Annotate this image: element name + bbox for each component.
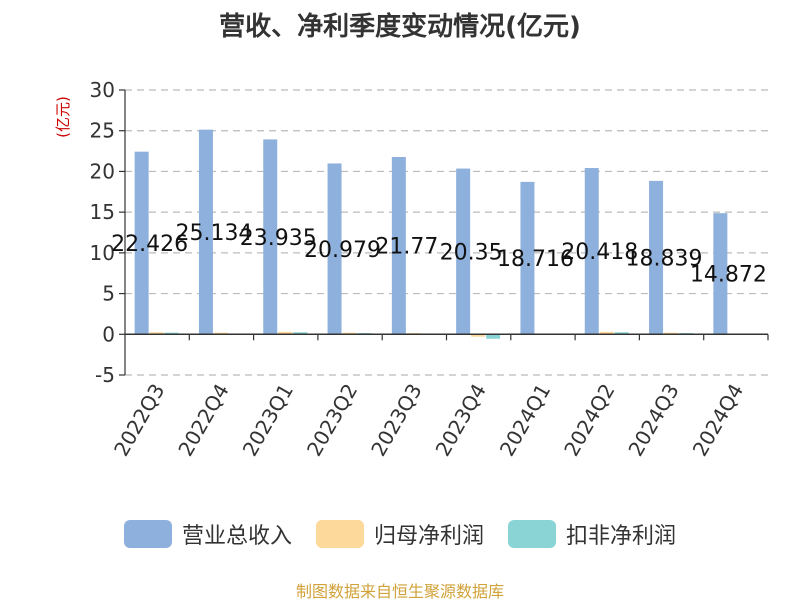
y-axis-title: (亿元) (54, 96, 72, 138)
bar-1-2024Q2 (599, 331, 614, 335)
legend-item-net-profit[interactable]: 归母净利润 (315, 518, 484, 550)
bar-0-2023Q4 (456, 168, 471, 335)
x-tick-label: 2023Q2 (302, 380, 362, 461)
bar-2-2023Q4 (486, 334, 501, 339)
bar-1-2023Q2 (342, 332, 357, 335)
bar-1-2022Q3 (149, 332, 164, 335)
data-label: 25.134 (175, 221, 252, 246)
data-label: 21.77 (375, 235, 438, 260)
bar-0-2024Q2 (584, 168, 599, 335)
data-label: 18.839 (626, 247, 703, 272)
data-label: 20.418 (561, 240, 638, 265)
legend-swatch-revenue (123, 520, 172, 548)
y-tick-label: 0 (102, 322, 115, 346)
bar-0-2024Q1 (520, 181, 535, 335)
x-tick-label: 2023Q4 (431, 380, 491, 461)
legend-swatch-net-profit (315, 520, 364, 548)
data-label: 20.979 (304, 238, 381, 263)
chart-title: 营收、净利季度变动情况(亿元) (219, 12, 581, 42)
x-tick-label: 2024Q2 (559, 380, 619, 461)
bar-1-2023Q1 (278, 331, 293, 335)
bar-0-2022Q3 (134, 151, 149, 335)
data-label: 18.716 (497, 247, 574, 272)
x-tick-label: 2024Q4 (688, 380, 748, 461)
legend-label-net-profit: 归母净利润 (373, 524, 484, 549)
bar-1-2023Q4 (471, 334, 486, 337)
data-label: 14.872 (690, 263, 767, 288)
x-tick-label: 2022Q3 (109, 380, 169, 461)
y-tick-label: 15 (90, 200, 115, 224)
y-tick-label: 25 (90, 119, 115, 143)
bar-0-2024Q4 (713, 213, 728, 335)
x-tick-label: 2024Q3 (623, 380, 683, 461)
bar-0-2022Q4 (198, 129, 213, 335)
x-tick-label: 2022Q4 (173, 380, 233, 461)
source-note: 制图数据来自恒生聚源数据库 (295, 582, 504, 601)
data-label: 23.935 (240, 226, 317, 251)
bar-0-2023Q1 (263, 139, 278, 335)
legend-label-deducted-profit: 扣非净利润 (566, 524, 677, 549)
legend-swatch-deducted-profit (508, 520, 556, 548)
bar-0-2023Q2 (327, 163, 342, 335)
bar-2-2022Q3 (164, 332, 179, 335)
x-tick-label: 2024Q1 (495, 380, 555, 461)
data-label: 22.426 (111, 232, 188, 257)
y-tick-label: -5 (95, 363, 115, 387)
legend-item-deducted-profit[interactable]: 扣非净利润 (508, 518, 676, 550)
y-tick-label: 10 (90, 241, 115, 265)
y-tick-label: 20 (90, 159, 115, 183)
x-tick-label: 2023Q1 (238, 380, 298, 461)
y-tick-label: 5 (102, 282, 115, 306)
bar-0-2023Q3 (391, 157, 406, 335)
legend-item-revenue[interactable]: 营业总收入 (123, 518, 292, 550)
legend-label-revenue: 营业总收入 (181, 524, 292, 549)
bar-1-2024Q3 (664, 332, 679, 335)
bar-2-2023Q1 (293, 332, 308, 335)
bar-0-2024Q3 (649, 180, 664, 335)
y-tick-label: 30 (90, 78, 115, 102)
x-tick-label: 2023Q3 (366, 380, 426, 461)
data-label: 20.35 (440, 240, 503, 265)
bar-1-2022Q4 (213, 332, 228, 335)
legend: 营业总收入 归母净利润 扣非净利润 (0, 518, 800, 550)
bar-2-2024Q2 (614, 332, 629, 335)
